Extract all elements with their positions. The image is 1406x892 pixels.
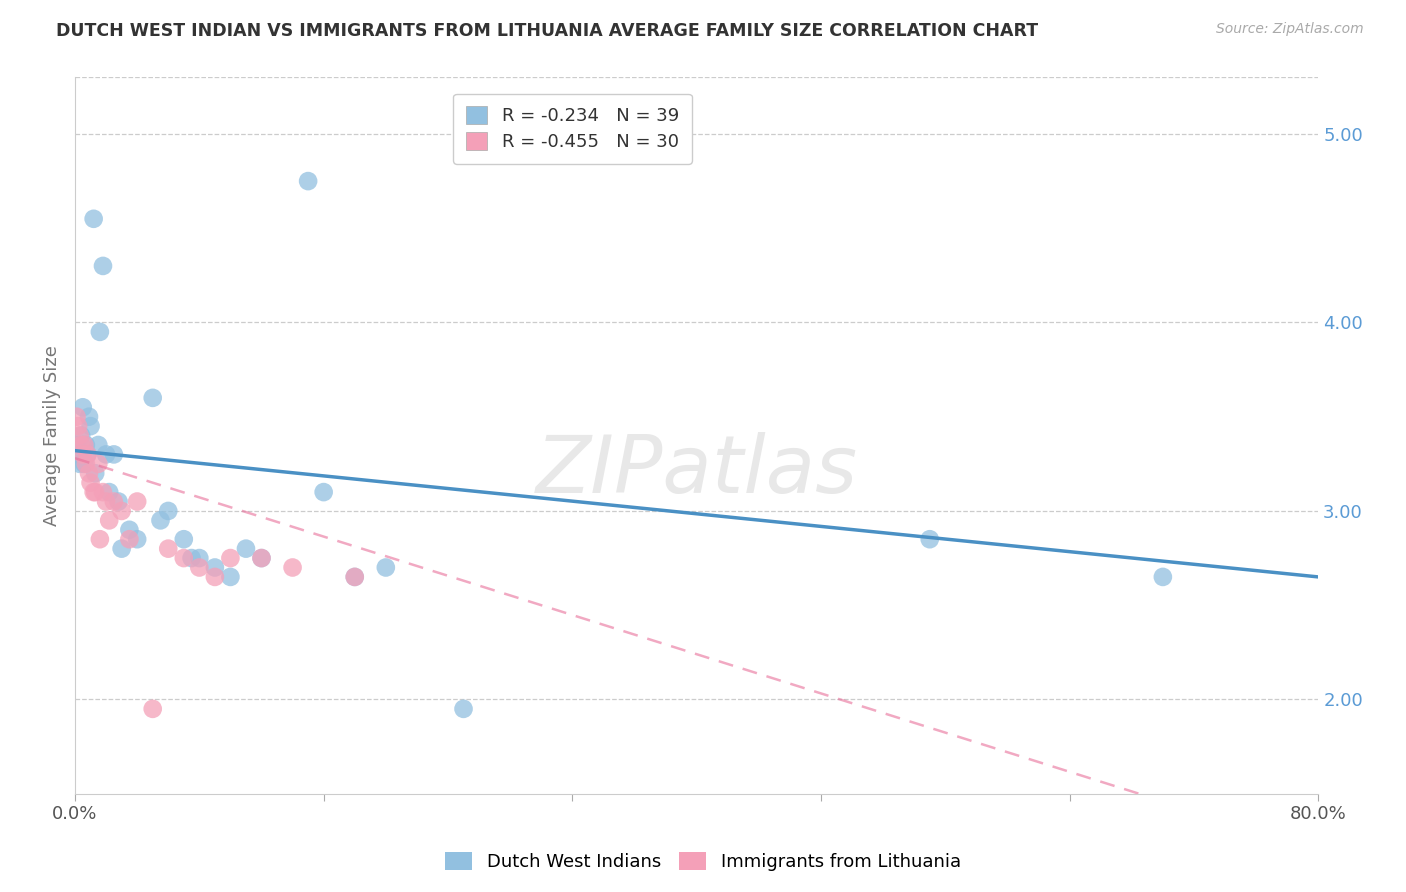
Point [103, 494, 125, 508]
Point [180, 551, 202, 566]
Point [219, 570, 242, 584]
Point [142, 391, 165, 405]
Point [75, 457, 97, 471]
Point [127, 494, 149, 508]
Point [89, 325, 111, 339]
Point [250, 551, 273, 566]
Point [75, 438, 97, 452]
Point [69, 428, 91, 442]
Point [65, 438, 87, 452]
Point [127, 533, 149, 547]
Point [188, 560, 211, 574]
Point [157, 541, 180, 556]
Point [297, 174, 319, 188]
Point [98, 485, 121, 500]
Point [1152, 570, 1174, 584]
Text: Source: ZipAtlas.com: Source: ZipAtlas.com [1216, 22, 1364, 37]
Point [67, 419, 90, 434]
Point [65, 409, 87, 424]
Point [157, 504, 180, 518]
Point [70, 438, 93, 452]
Point [91, 259, 114, 273]
Point [343, 570, 366, 584]
Legend: R = -0.234   N = 39, R = -0.455   N = 30: R = -0.234 N = 39, R = -0.455 N = 30 [453, 94, 692, 164]
Point [103, 447, 125, 461]
Text: ZIPatlas: ZIPatlas [536, 433, 858, 510]
Point [188, 551, 211, 566]
Point [173, 533, 195, 547]
Point [70, 428, 93, 442]
Point [76, 447, 98, 461]
Point [83, 211, 105, 226]
Point [84, 485, 107, 500]
Point [118, 533, 141, 547]
Point [72, 447, 94, 461]
Point [76, 447, 98, 461]
Point [72, 401, 94, 415]
Point [83, 485, 105, 500]
Point [312, 485, 335, 500]
Point [84, 467, 107, 481]
Point [87, 438, 110, 452]
Point [149, 513, 172, 527]
Point [67, 447, 90, 461]
Legend: Dutch West Indians, Immigrants from Lithuania: Dutch West Indians, Immigrants from Lith… [439, 846, 967, 879]
Point [94, 494, 117, 508]
Point [111, 504, 134, 518]
Point [453, 702, 475, 716]
Point [118, 523, 141, 537]
Point [281, 560, 304, 574]
Y-axis label: Average Family Size: Average Family Size [44, 345, 60, 526]
Point [173, 551, 195, 566]
Point [94, 447, 117, 461]
Text: DUTCH WEST INDIAN VS IMMIGRANTS FROM LITHUANIA AVERAGE FAMILY SIZE CORRELATION C: DUTCH WEST INDIAN VS IMMIGRANTS FROM LIT… [56, 22, 1039, 40]
Point [79, 475, 101, 490]
Point [87, 457, 110, 471]
Point [91, 485, 114, 500]
Point [73, 457, 96, 471]
Point [204, 570, 226, 584]
Point [79, 419, 101, 434]
Point [98, 513, 121, 527]
Point [142, 702, 165, 716]
Point [69, 457, 91, 471]
Point [111, 541, 134, 556]
Point [374, 560, 396, 574]
Point [77, 409, 100, 424]
Point [219, 551, 242, 566]
Point [918, 533, 941, 547]
Point [107, 494, 129, 508]
Point [250, 551, 273, 566]
Point [343, 570, 366, 584]
Point [77, 467, 100, 481]
Point [204, 560, 226, 574]
Point [73, 438, 96, 452]
Point [89, 533, 111, 547]
Point [235, 541, 257, 556]
